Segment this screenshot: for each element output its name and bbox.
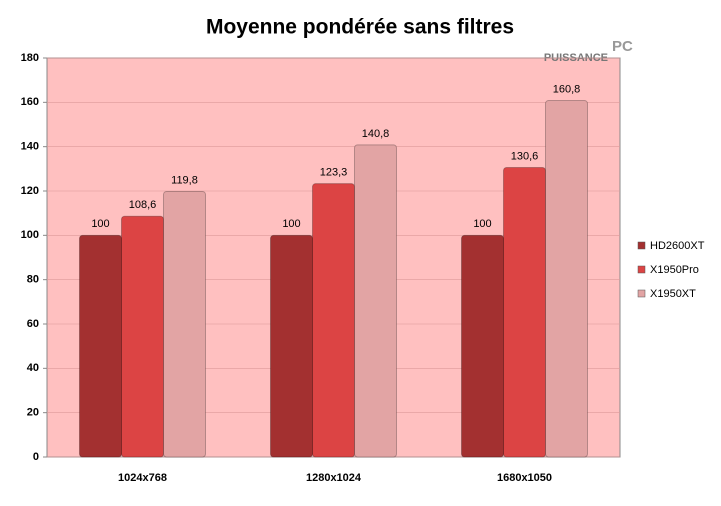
legend-label: X1950Pro <box>650 264 699 276</box>
y-tick-label: 60 <box>27 318 39 330</box>
y-tick-label: 100 <box>21 229 39 241</box>
data-label: 130,6 <box>511 150 539 162</box>
bar <box>163 190 206 458</box>
data-label: 100 <box>91 218 109 230</box>
logo-mark: PC <box>612 38 633 55</box>
y-tick-label: 180 <box>21 52 39 64</box>
legend-label: HD2600XT <box>650 240 705 252</box>
x-tick-label: 1280x1024 <box>306 472 362 484</box>
x-tick-label: 1024x768 <box>118 472 167 484</box>
y-tick-label: 120 <box>21 185 39 197</box>
bar <box>354 144 397 458</box>
bar <box>312 183 355 458</box>
data-label: 160,8 <box>553 83 581 95</box>
legend-swatch <box>637 265 646 274</box>
legend-swatch <box>637 289 646 298</box>
data-label: 123,3 <box>320 167 348 179</box>
bar <box>270 234 313 458</box>
data-label: 119,8 <box>171 174 198 186</box>
legend-label: X1950XT <box>650 288 696 300</box>
bar <box>461 234 504 458</box>
data-label: 108,6 <box>129 199 157 211</box>
bar <box>503 167 546 458</box>
chart-title: Moyenne pondérée sans filtres <box>206 16 514 39</box>
bar <box>79 234 122 458</box>
data-label: 140,8 <box>362 128 390 140</box>
y-tick-label: 0 <box>33 451 39 463</box>
y-tick-label: 160 <box>21 96 39 108</box>
y-tick-label: 140 <box>21 141 39 153</box>
x-tick-label: 1680x1050 <box>497 472 552 484</box>
bar <box>545 100 588 458</box>
bar <box>121 215 164 458</box>
legend-swatch <box>637 241 646 250</box>
y-tick-label: 20 <box>27 407 39 419</box>
y-tick-label: 80 <box>27 274 39 286</box>
y-tick-label: 40 <box>27 362 39 374</box>
data-label: 100 <box>282 218 300 230</box>
data-label: 100 <box>473 218 491 230</box>
